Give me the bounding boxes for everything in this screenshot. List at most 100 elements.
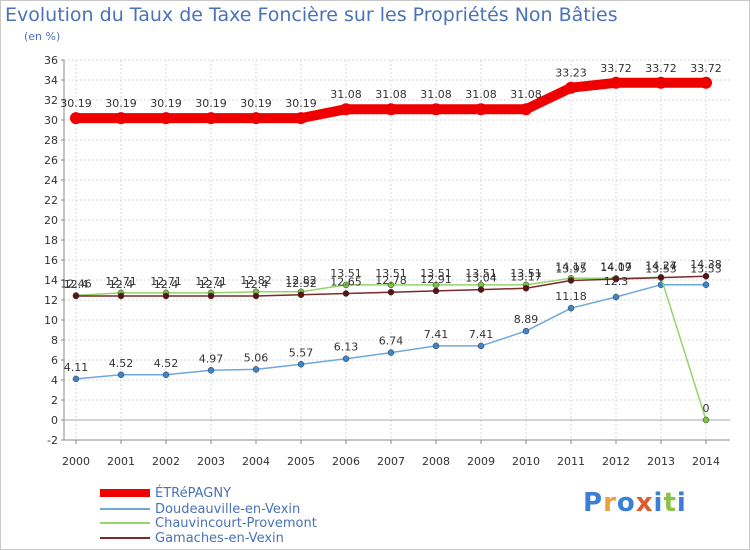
data-point-tr-pagny — [520, 103, 532, 116]
data-point-gamaches-en-vexin — [297, 291, 305, 299]
data-point-gamaches-en-vexin — [477, 286, 485, 293]
data-point-tr-pagny — [610, 76, 622, 89]
x-tick-label: 2012 — [602, 455, 630, 468]
data-point-tr-pagny — [205, 112, 217, 125]
data-label: 12.91 — [420, 273, 452, 286]
x-tick-label: 2009 — [467, 455, 495, 468]
data-point-gamaches-en-vexin — [207, 292, 215, 300]
data-label: 12.4 — [154, 278, 179, 291]
data-label: 30.19 — [60, 97, 92, 110]
logo-letter: P — [583, 488, 604, 518]
x-tick-label: 2006 — [332, 455, 360, 468]
data-point-tr-pagny — [475, 103, 487, 116]
data-label: 12.52 — [285, 277, 317, 290]
data-point-chauvincourt-provemont — [702, 416, 710, 424]
data-label: 33.72 — [645, 62, 677, 75]
data-point-tr-pagny — [115, 112, 127, 125]
data-label: 4.52 — [109, 357, 134, 370]
data-label: 31.08 — [465, 88, 497, 101]
legend-item-tr-pagny: ÉTRéPAGNY — [100, 485, 232, 501]
data-point-tr-pagny — [655, 76, 667, 89]
data-point-gamaches-en-vexin — [162, 292, 170, 300]
data-label: 7.41 — [469, 328, 494, 341]
data-label: 13.95 — [555, 263, 587, 276]
data-label: 7.41 — [424, 328, 449, 341]
data-point-doudeauville-en-vexin — [342, 355, 350, 362]
data-label: 13.51 — [465, 267, 497, 280]
x-tick-label: 2010 — [512, 455, 540, 468]
data-point-gamaches-en-vexin — [612, 275, 620, 283]
data-label: 6.13 — [334, 341, 359, 354]
data-point-gamaches-en-vexin — [522, 285, 530, 292]
data-point-chauvincourt-provemont — [387, 281, 395, 289]
legend-label: ÉTRéPAGNY — [155, 485, 232, 501]
data-label: 30.19 — [285, 97, 317, 110]
x-tick-labels: 2000 2001 2002 2003 2004 2005 2006 2007 2008 2009… — [62, 455, 720, 468]
data-label: 30.19 — [195, 97, 227, 110]
data-point-tr-pagny — [700, 76, 712, 89]
logo-letter: o — [616, 488, 636, 518]
data-label: 12.65 — [330, 276, 362, 289]
data-point-doudeauville-en-vexin — [207, 367, 215, 374]
data-point-gamaches-en-vexin — [342, 290, 350, 297]
data-point-doudeauville-en-vexin — [297, 361, 305, 368]
data-label: 14.27 — [645, 259, 677, 272]
data-labels: 30.19 30.19 30.19 30.19 30.19 30.19 31.08 31.08… — [60, 62, 722, 415]
data-label: 12.4 — [64, 278, 89, 291]
data-label: 30.19 — [240, 97, 272, 110]
y-tick-label: -2 — [47, 434, 58, 447]
data-label: 11.18 — [555, 290, 587, 303]
data-point-doudeauville-en-vexin — [702, 281, 710, 288]
data-label: 12.3 — [604, 275, 629, 288]
series-lines — [70, 76, 712, 424]
y-tick-label: 22 — [44, 194, 58, 207]
data-point-tr-pagny — [565, 81, 577, 94]
data-point-doudeauville-en-vexin — [612, 293, 620, 301]
data-label: 13.53 — [690, 263, 722, 276]
x-tick-label: 2003 — [197, 455, 225, 468]
data-label: 12.4 — [244, 278, 269, 291]
data-label: 13.17 — [510, 270, 542, 283]
data-label: 12.82 — [240, 274, 272, 287]
data-point-doudeauville-en-vexin — [252, 366, 260, 373]
data-label: 30.19 — [150, 97, 182, 110]
x-tick-label: 2001 — [107, 455, 135, 468]
logo-letter: t — [663, 488, 677, 518]
y-tick-label: 2 — [51, 394, 58, 407]
data-label: 31.08 — [375, 88, 407, 101]
data-point-tr-pagny — [295, 112, 307, 125]
data-point-doudeauville-en-vexin — [567, 304, 575, 312]
x-tick-label: 2005 — [287, 455, 315, 468]
legend-item-chauvincourt-provemont: Chauvincourt-Provemont — [100, 516, 317, 531]
data-label: 12.78 — [375, 274, 407, 287]
legend-label: Gamaches-en-Vexin — [155, 530, 284, 546]
data-label: 30.19 — [105, 97, 137, 110]
grid-lines — [64, 59, 730, 441]
data-label: 31.08 — [420, 88, 452, 101]
data-label: 14.24 — [645, 260, 677, 273]
logo-letter: i — [653, 488, 664, 518]
data-label: 0 — [703, 402, 710, 415]
y-tick-label: 30 — [44, 114, 58, 127]
data-point-gamaches-en-vexin — [702, 272, 710, 280]
data-point-gamaches-en-vexin — [252, 292, 260, 300]
data-label: 4.52 — [154, 357, 179, 370]
data-label: 12.4 — [199, 278, 224, 291]
data-point-doudeauville-en-vexin — [72, 375, 80, 383]
data-point-gamaches-en-vexin — [657, 274, 665, 281]
data-label: 31.08 — [510, 88, 542, 101]
x-tick-label: 2014 — [692, 455, 720, 468]
x-tick-label: 2000 — [62, 455, 90, 468]
x-tick-label: 2002 — [152, 455, 180, 468]
data-point-doudeauville-en-vexin — [162, 371, 170, 379]
data-point-tr-pagny — [160, 112, 172, 125]
data-label: 8.89 — [514, 313, 539, 326]
y-tick-label: 32 — [44, 94, 58, 107]
data-label: 12.4 — [109, 278, 134, 291]
data-label: 13.04 — [465, 272, 497, 285]
legend-swatch — [100, 489, 150, 497]
y-tick-label: 34 — [44, 74, 58, 87]
x-tick-label: 2008 — [422, 455, 450, 468]
y-axis-unit-label: (en %) — [24, 30, 61, 43]
